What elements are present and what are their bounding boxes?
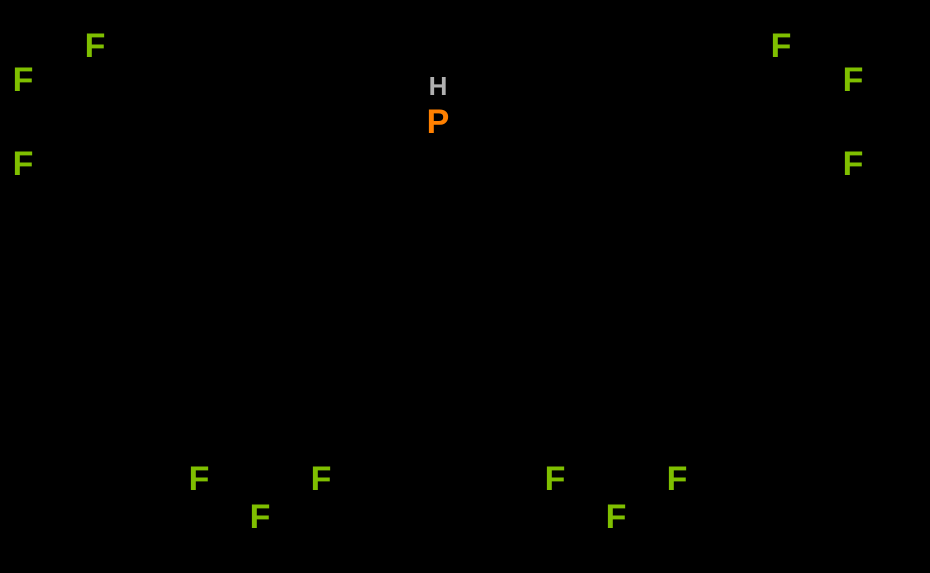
- bond: [186, 136, 257, 176]
- atom-F: F: [85, 27, 106, 65]
- atom-F: F: [667, 460, 688, 498]
- bond: [83, 64, 92, 122]
- bond: [616, 122, 704, 172]
- bond: [527, 122, 616, 172]
- atom-F: F: [606, 498, 627, 536]
- bond: [793, 122, 838, 154]
- atom-F: F: [13, 61, 34, 99]
- molecule-diagram: PH F F F F F F F F F F F F: [0, 0, 930, 573]
- bond: [186, 270, 257, 311]
- atom-F: F: [771, 27, 792, 65]
- bond: [620, 270, 691, 311]
- bond: [784, 64, 793, 122]
- bond: [260, 122, 349, 172]
- bond: [349, 131, 422, 172]
- atom-F: F: [545, 460, 566, 498]
- bond: [527, 274, 616, 325]
- atom-F: F: [250, 498, 271, 536]
- atom-F: F: [843, 61, 864, 99]
- atom-P: P: [427, 103, 450, 141]
- atom-F: F: [189, 460, 210, 498]
- atom-H: H: [429, 71, 448, 101]
- atom-F: F: [311, 460, 332, 498]
- bond: [38, 90, 83, 122]
- bond: [616, 427, 663, 467]
- bond: [793, 90, 838, 122]
- bond: [704, 122, 793, 172]
- bond: [620, 136, 691, 176]
- atom-F: F: [13, 145, 34, 183]
- bond: [83, 122, 172, 172]
- bond: [260, 427, 307, 467]
- bond: [454, 131, 527, 172]
- bond: [260, 274, 349, 325]
- bond: [569, 427, 616, 467]
- atom-F: F: [843, 145, 864, 183]
- bond: [213, 427, 260, 467]
- bond: [616, 274, 704, 325]
- bond: [172, 122, 260, 172]
- bond: [38, 122, 83, 154]
- bond: [172, 274, 260, 325]
